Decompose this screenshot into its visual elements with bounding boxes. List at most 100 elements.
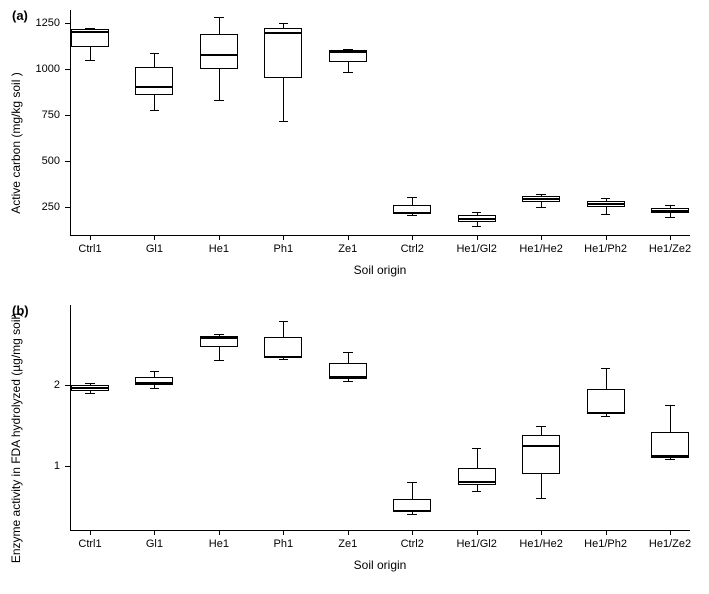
whisker [219, 347, 220, 360]
panel-b: (b) Enzyme activity in FDA hydrolyzed (µ… [70, 305, 690, 570]
x-tick-label: He1 [209, 243, 229, 255]
y-tick-label: 1 [54, 460, 60, 472]
x-tick-label: He1/Gl2 [456, 538, 496, 550]
y-axis [70, 305, 71, 530]
y-tick [65, 115, 70, 116]
x-tick [154, 530, 155, 535]
panel-b-ylabel: Enzyme activity in FDA hydrolyzed (µg/mg… [9, 312, 23, 562]
x-tick-label: He1/Ph2 [584, 243, 627, 255]
median [458, 481, 496, 483]
median [71, 387, 109, 389]
whisker-cap [472, 448, 482, 449]
whisker-cap [472, 212, 482, 213]
box [264, 337, 302, 358]
whisker [412, 482, 413, 500]
median [135, 382, 173, 384]
y-tick [65, 207, 70, 208]
x-tick-label: Ctrl2 [401, 538, 424, 550]
figure: (a) Active carbon (mg/kg soil ) 25050075… [0, 0, 709, 594]
x-tick-label: Ctrl1 [78, 243, 101, 255]
whisker-cap [472, 226, 482, 227]
whisker-cap [150, 388, 160, 389]
box [522, 435, 560, 474]
whisker-cap [85, 60, 95, 61]
whisker-cap [279, 121, 289, 122]
x-tick-label: He1/He2 [519, 538, 562, 550]
whisker-cap [407, 514, 417, 515]
box [264, 28, 302, 79]
x-tick [283, 235, 284, 240]
whisker [670, 405, 671, 432]
x-tick [541, 530, 542, 535]
whisker [348, 62, 349, 72]
whisker-cap [536, 426, 546, 427]
x-tick-label: Ze1 [338, 538, 357, 550]
whisker [606, 207, 607, 214]
x-tick [154, 235, 155, 240]
median [587, 203, 625, 205]
x-tick [348, 235, 349, 240]
whisker [541, 426, 542, 436]
y-tick-label: 750 [42, 109, 60, 121]
whisker-cap [279, 321, 289, 322]
whisker [412, 197, 413, 205]
x-tick-label: Ph1 [274, 538, 294, 550]
y-tick [65, 23, 70, 24]
median [264, 356, 302, 358]
whisker [219, 69, 220, 100]
whisker [219, 17, 220, 34]
median [264, 32, 302, 34]
whisker-cap [536, 207, 546, 208]
median [329, 51, 367, 53]
whisker-cap [150, 110, 160, 111]
whisker-cap [407, 482, 417, 483]
whisker-cap [601, 214, 611, 215]
whisker-cap [601, 368, 611, 369]
whisker [154, 95, 155, 110]
whisker-cap [214, 100, 224, 101]
box [587, 389, 625, 414]
median [135, 86, 173, 88]
whisker-cap [472, 491, 482, 492]
whisker-cap [85, 393, 95, 394]
whisker-cap [665, 405, 675, 406]
x-axis [70, 235, 690, 236]
median [200, 54, 238, 56]
whisker [477, 448, 478, 468]
x-tick-label: Ze1 [338, 243, 357, 255]
whisker-cap [665, 205, 675, 206]
x-tick [477, 530, 478, 535]
x-tick [283, 530, 284, 535]
whisker-cap [150, 371, 160, 372]
median [522, 198, 560, 200]
whisker-cap [536, 194, 546, 195]
x-tick [412, 530, 413, 535]
whisker-cap [407, 197, 417, 198]
y-tick-label: 1000 [36, 63, 60, 75]
median [587, 412, 625, 414]
box [651, 432, 689, 458]
median [458, 218, 496, 220]
y-tick-label: 250 [42, 201, 60, 213]
whisker-cap [279, 359, 289, 360]
median [329, 376, 367, 378]
x-tick [606, 235, 607, 240]
panel-a: (a) Active carbon (mg/kg soil ) 25050075… [70, 10, 690, 275]
whisker-cap [601, 416, 611, 417]
panel-a-ylabel: Active carbon (mg/kg soil ) [9, 72, 23, 213]
panel-a-label: (a) [12, 8, 28, 23]
x-tick-label: Ctrl1 [78, 538, 101, 550]
x-tick [606, 530, 607, 535]
y-tick-label: 2 [54, 379, 60, 391]
x-tick [348, 530, 349, 535]
whisker-cap [150, 53, 160, 54]
whisker-cap [665, 217, 675, 218]
whisker-cap [85, 28, 95, 29]
x-tick-label: Gl1 [146, 538, 163, 550]
median [651, 210, 689, 212]
y-tick [65, 466, 70, 467]
x-tick-label: He1/He2 [519, 243, 562, 255]
x-tick [219, 235, 220, 240]
whisker-cap [407, 215, 417, 216]
x-tick [90, 530, 91, 535]
